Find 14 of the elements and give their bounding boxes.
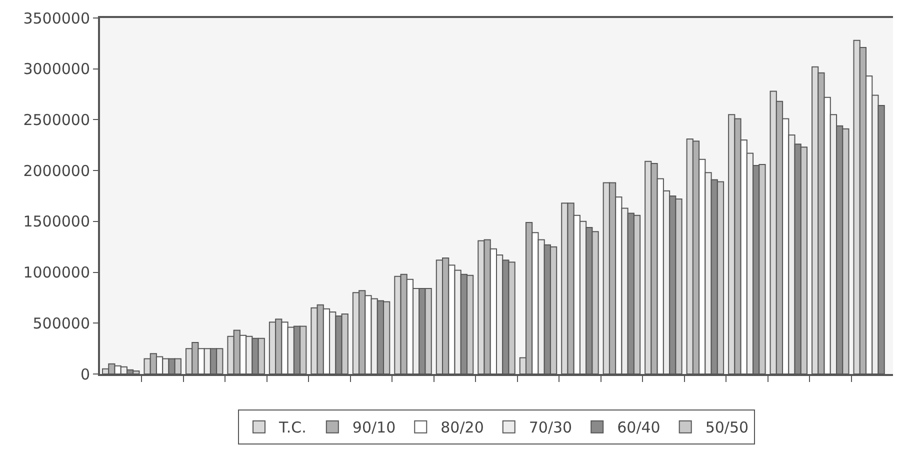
y-tick-label: 0 (80, 365, 90, 384)
legend-label: 70/30 (528, 418, 572, 437)
y-tick-label: 1500000 (23, 212, 90, 231)
legend-label: 80/20 (440, 418, 484, 437)
y-tick-label: 2500000 (23, 110, 90, 129)
y-tick-label: 3000000 (23, 60, 90, 78)
y-tick-label: 500000 (32, 314, 90, 332)
legend-label: T.C. (278, 418, 306, 437)
legend-label: 90/10 (352, 418, 396, 437)
legend-label: 60/40 (617, 418, 660, 437)
y-tick-label: 3500000 (23, 9, 90, 28)
y-tick-label: 2000000 (23, 162, 90, 180)
legend-label: 50/50 (705, 418, 749, 437)
y-tick-label: 1000000 (23, 264, 90, 282)
